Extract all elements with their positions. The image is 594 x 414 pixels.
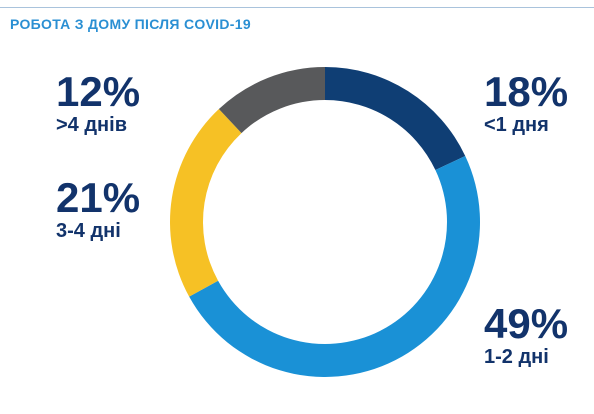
stat-more-than-4-days: 12% >4 днів xyxy=(56,68,141,137)
stat-1-2-days: 49% 1-2 дні xyxy=(484,300,569,369)
slice-value-label: 12% xyxy=(56,68,141,115)
top-divider xyxy=(0,7,594,8)
stat-less-than-1-day: 18% <1 дня xyxy=(484,68,569,137)
slice-category-label: 1-2 дні xyxy=(484,346,549,368)
donut-slice-0 xyxy=(325,67,466,171)
slice-value-label: 18% xyxy=(484,68,569,115)
donut-slice-3 xyxy=(218,67,325,134)
slice-category-label: <1 дня xyxy=(484,114,549,136)
chart-title: РОБОТА З ДОМУ ПІСЛЯ COVID-19 xyxy=(10,16,251,32)
slice-value-label: 21% xyxy=(56,174,141,221)
slice-category-label: >4 днів xyxy=(56,114,127,136)
donut-slice-2 xyxy=(170,109,242,297)
stat-3-4-days: 21% 3-4 дні xyxy=(56,174,141,243)
donut-slice-1 xyxy=(189,156,480,377)
slice-category-label: 3-4 дні xyxy=(56,220,121,242)
slice-value-label: 49% xyxy=(484,300,569,347)
